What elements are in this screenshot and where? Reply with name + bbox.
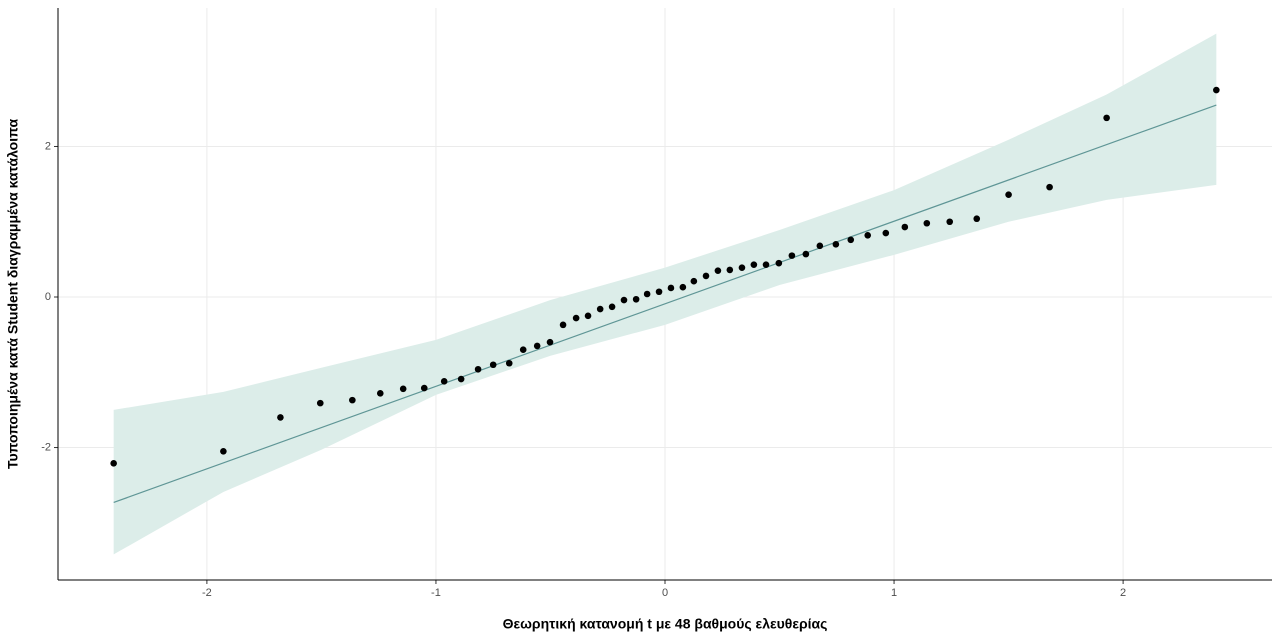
- point: [533, 342, 541, 350]
- point: [690, 277, 698, 285]
- point: [505, 359, 513, 367]
- point: [901, 223, 909, 231]
- point: [864, 231, 872, 239]
- point: [643, 290, 651, 298]
- point: [762, 261, 770, 268]
- point: [847, 236, 855, 244]
- point: [738, 264, 746, 271]
- point: [440, 378, 448, 385]
- point: [667, 284, 675, 292]
- point: [546, 338, 554, 346]
- point: [1213, 86, 1220, 94]
- point: [632, 295, 640, 303]
- point: [457, 375, 465, 383]
- point: [775, 259, 783, 267]
- point: [399, 385, 407, 393]
- x-tick-label: 2: [1120, 587, 1126, 599]
- point: [802, 250, 810, 258]
- point: [750, 261, 758, 268]
- point: [1103, 114, 1110, 122]
- point: [702, 272, 710, 280]
- point: [946, 218, 954, 226]
- point: [277, 414, 284, 421]
- point: [316, 399, 324, 407]
- point: [474, 365, 482, 373]
- point: [608, 303, 616, 311]
- y-tick-label: -2: [41, 441, 51, 453]
- point: [973, 215, 981, 223]
- point: [1005, 191, 1012, 198]
- x-tick-label: -2: [202, 587, 212, 599]
- point: [816, 242, 824, 250]
- y-axis-title: Τυποποιημένα κατά Student διαγραμμένα κα…: [5, 119, 21, 470]
- point: [620, 296, 628, 304]
- x-tick-label: -1: [431, 587, 441, 599]
- point: [596, 305, 604, 313]
- point: [788, 252, 796, 259]
- reference-line: [113, 104, 1217, 504]
- confidence-band: [113, 33, 1217, 555]
- point: [923, 219, 931, 227]
- x-tick-label: 0: [662, 587, 668, 599]
- point: [584, 312, 592, 320]
- x-tick-label: 1: [891, 587, 897, 599]
- point: [519, 346, 527, 353]
- x-axis-title: Θεωρητική κατανομή t με 48 βαθμούς ελευθ…: [503, 616, 828, 632]
- point: [220, 448, 227, 455]
- point: [832, 241, 840, 248]
- y-tick-label: 0: [45, 291, 51, 303]
- point: [882, 229, 890, 237]
- point: [572, 314, 580, 322]
- point: [679, 283, 687, 291]
- point: [559, 321, 567, 329]
- point: [376, 390, 384, 397]
- point: [1046, 183, 1053, 191]
- point: [110, 460, 117, 467]
- point: [420, 384, 428, 392]
- point: [489, 361, 497, 369]
- y-tick-label: 2: [45, 140, 51, 152]
- point: [714, 267, 722, 274]
- point: [726, 266, 734, 274]
- point: [349, 396, 356, 404]
- point: [655, 288, 663, 296]
